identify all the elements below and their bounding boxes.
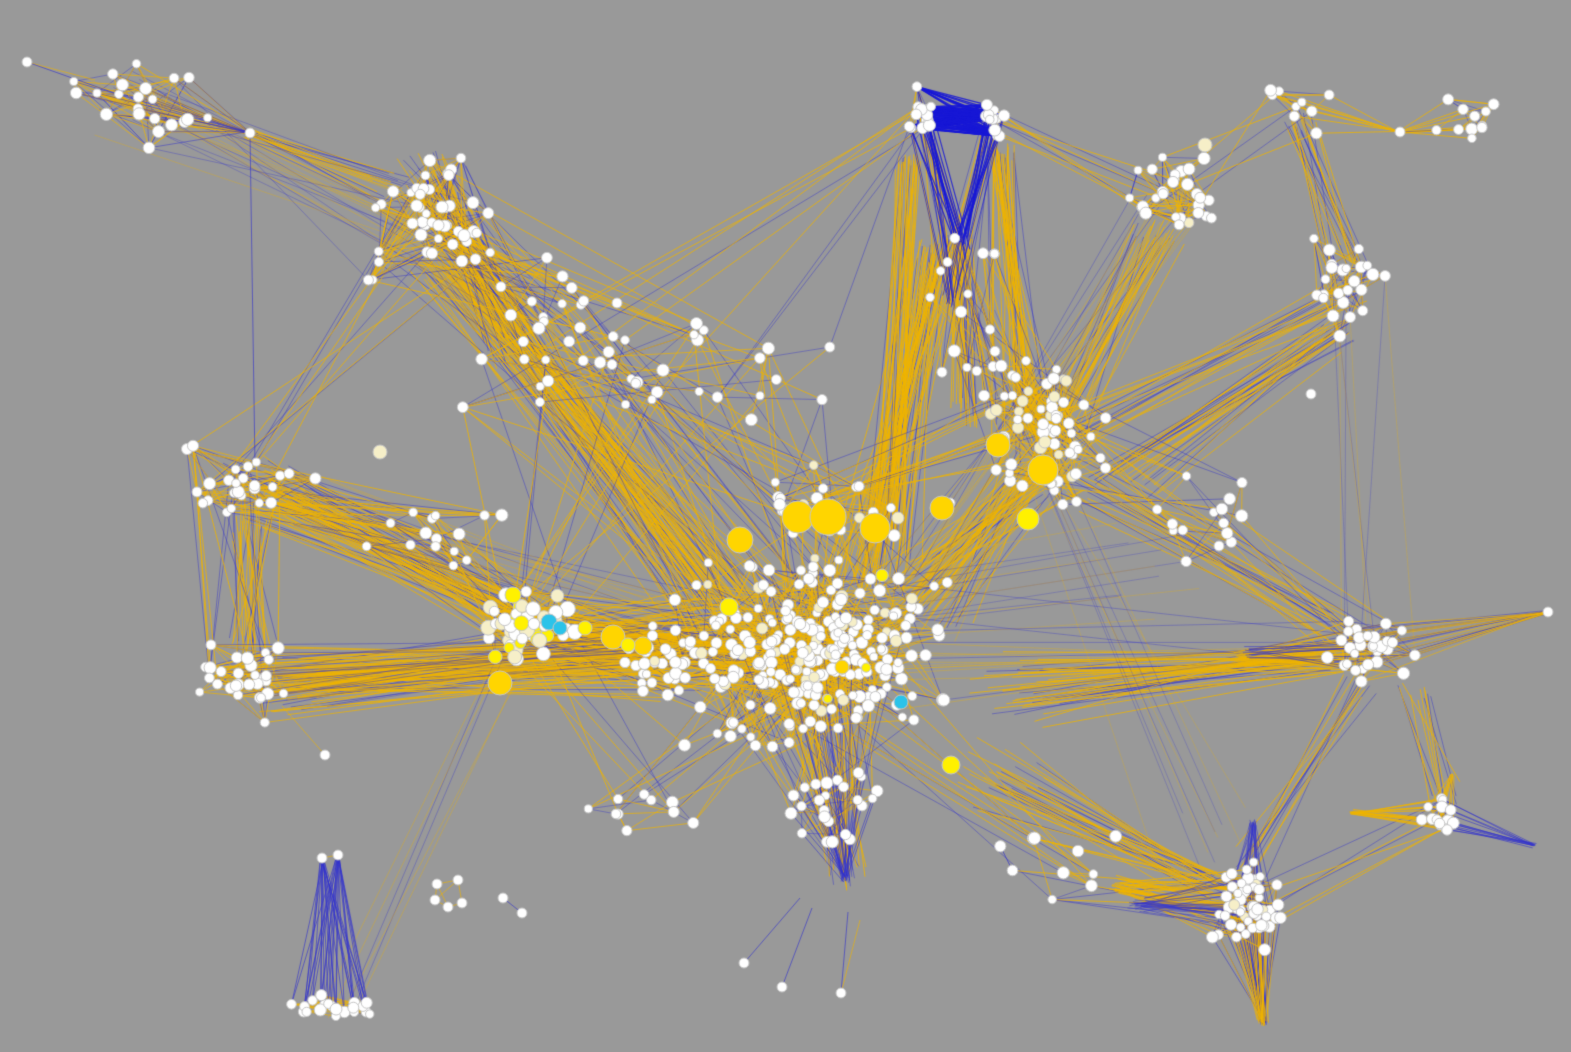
graph-viewport: [0, 0, 1571, 1052]
network-graph-canvas[interactable]: [0, 0, 1571, 1052]
